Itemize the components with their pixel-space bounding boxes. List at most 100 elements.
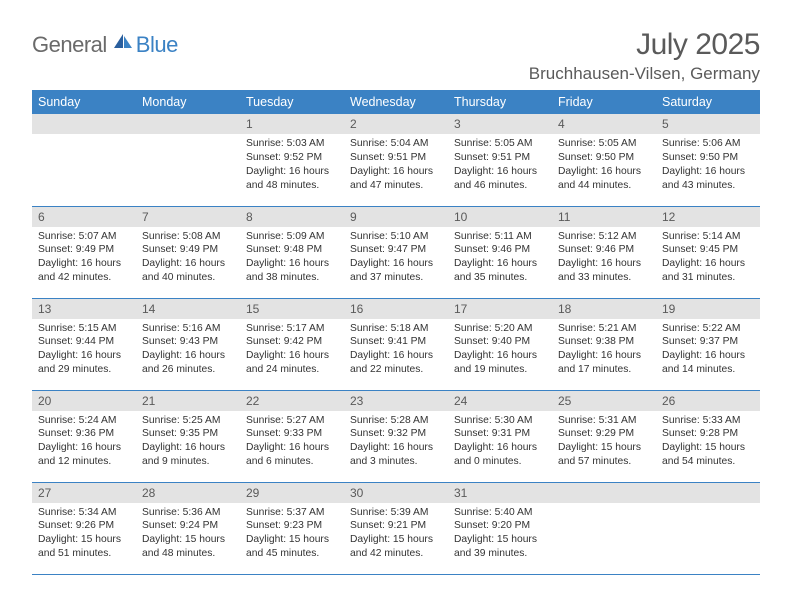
day-details: Sunrise: 5:15 AMSunset: 9:44 PMDaylight:…	[32, 319, 136, 382]
calendar-cell: 13Sunrise: 5:15 AMSunset: 9:44 PMDayligh…	[32, 298, 136, 390]
day-d2: and 3 minutes.	[350, 455, 442, 469]
day-ss: Sunset: 9:20 PM	[454, 519, 546, 533]
day-sr: Sunrise: 5:10 AM	[350, 230, 442, 244]
day-details: Sunrise: 5:30 AMSunset: 9:31 PMDaylight:…	[448, 411, 552, 474]
day-ss: Sunset: 9:42 PM	[246, 335, 338, 349]
calendar-cell: 17Sunrise: 5:20 AMSunset: 9:40 PMDayligh…	[448, 298, 552, 390]
calendar-cell: 28Sunrise: 5:36 AMSunset: 9:24 PMDayligh…	[136, 482, 240, 574]
day-sr: Sunrise: 5:36 AM	[142, 506, 234, 520]
day-ss: Sunset: 9:28 PM	[662, 427, 754, 441]
day-number: 9	[344, 207, 448, 227]
day-ss: Sunset: 9:46 PM	[454, 243, 546, 257]
day-number: 16	[344, 299, 448, 319]
day-details: Sunrise: 5:37 AMSunset: 9:23 PMDaylight:…	[240, 503, 344, 566]
day-ss: Sunset: 9:43 PM	[142, 335, 234, 349]
day-d1: Daylight: 15 hours	[558, 441, 650, 455]
day-d1: Daylight: 16 hours	[662, 349, 754, 363]
day-number: 7	[136, 207, 240, 227]
day-d1: Daylight: 16 hours	[454, 441, 546, 455]
day-details: Sunrise: 5:04 AMSunset: 9:51 PMDaylight:…	[344, 134, 448, 197]
day-d1: Daylight: 16 hours	[454, 349, 546, 363]
day-number: 2	[344, 114, 448, 134]
day-d2: and 48 minutes.	[246, 179, 338, 193]
day-d1: Daylight: 16 hours	[558, 349, 650, 363]
day-number: 14	[136, 299, 240, 319]
day-d2: and 35 minutes.	[454, 271, 546, 285]
day-sr: Sunrise: 5:20 AM	[454, 322, 546, 336]
calendar-cell: 15 Sunrise: 5:17 AMSunset: 9:42 PMDayligh…	[240, 298, 344, 390]
calendar-cell: 3Sunrise: 5:05 AMSunset: 9:51 PMDaylight…	[448, 114, 552, 206]
day-d1: Daylight: 15 hours	[454, 533, 546, 547]
day-details: Sunrise: 5:28 AMSunset: 9:32 PMDaylight:…	[344, 411, 448, 474]
day-sr: Sunrise: 5:12 AM	[558, 230, 650, 244]
day-d2: and 14 minutes.	[662, 363, 754, 377]
calendar-cell: 1Sunrise: 5:03 AMSunset: 9:52 PMDaylight…	[240, 114, 344, 206]
day-details: Sunrise: 5:21 AMSunset: 9:38 PMDaylight:…	[552, 319, 656, 382]
day-number: 18	[552, 299, 656, 319]
day-number: 11	[552, 207, 656, 227]
day-d1: Daylight: 16 hours	[662, 165, 754, 179]
day-ss: Sunset: 9:49 PM	[38, 243, 130, 257]
day-d2: and 19 minutes.	[454, 363, 546, 377]
day-d1: Daylight: 16 hours	[558, 165, 650, 179]
day-details: Sunrise: 5:34 AMSunset: 9:26 PMDaylight:…	[32, 503, 136, 566]
day-ss: Sunset: 9:48 PM	[246, 243, 338, 257]
calendar-cell: 29Sunrise: 5:37 AMSunset: 9:23 PMDayligh…	[240, 482, 344, 574]
weekday-header: Monday	[136, 91, 240, 115]
day-d2: and 43 minutes.	[662, 179, 754, 193]
day-number: 4	[552, 114, 656, 134]
day-ss: Sunset: 9:24 PM	[142, 519, 234, 533]
day-sr: Sunrise: 5:34 AM	[38, 506, 130, 520]
day-ss: Sunset: 9:31 PM	[454, 427, 546, 441]
logo-text-blue: Blue	[136, 32, 178, 58]
title-block: July 2025 Bruchhausen-Vilsen, Germany	[529, 28, 760, 84]
weekday-header: Saturday	[656, 91, 760, 115]
calendar-cell: 9Sunrise: 5:10 AMSunset: 9:47 PMDaylight…	[344, 206, 448, 298]
day-sr: Sunrise: 5:37 AM	[246, 506, 338, 520]
day-details: Sunrise: 5:20 AMSunset: 9:40 PMDaylight:…	[448, 319, 552, 382]
calendar-cell: 22Sunrise: 5:27 AMSunset: 9:33 PMDayligh…	[240, 390, 344, 482]
day-d1: Daylight: 16 hours	[246, 165, 338, 179]
day-d1: Daylight: 16 hours	[246, 349, 338, 363]
day-ss: Sunset: 9:46 PM	[558, 243, 650, 257]
day-sr: Sunrise: 5:39 AM	[350, 506, 442, 520]
day-ss: Sunset: 9:45 PM	[662, 243, 754, 257]
day-sr: Sunrise: 5:27 AM	[246, 414, 338, 428]
day-d1: Daylight: 16 hours	[142, 441, 234, 455]
day-number: 15	[240, 299, 344, 319]
day-number: 27	[32, 483, 136, 503]
sail-icon	[112, 32, 134, 55]
calendar-cell: 23Sunrise: 5:28 AMSunset: 9:32 PMDayligh…	[344, 390, 448, 482]
day-ss: Sunset: 9:32 PM	[350, 427, 442, 441]
day-details: Sunrise: 5:07 AMSunset: 9:49 PMDaylight:…	[32, 227, 136, 290]
day-d1: Daylight: 16 hours	[350, 441, 442, 455]
day-details: Sunrise: 5:16 AMSunset: 9:43 PMDaylight:…	[136, 319, 240, 382]
day-details: Sunrise: 5:05 AMSunset: 9:50 PMDaylight:…	[552, 134, 656, 197]
calendar-cell: 21Sunrise: 5:25 AMSunset: 9:35 PMDayligh…	[136, 390, 240, 482]
calendar-cell: 18Sunrise: 5:21 AMSunset: 9:38 PMDayligh…	[552, 298, 656, 390]
day-number: 6	[32, 207, 136, 227]
day-sr: Sunrise: 5:30 AM	[454, 414, 546, 428]
day-sr: Sunrise: 5:17 AM	[246, 322, 338, 336]
day-d2: and 38 minutes.	[246, 271, 338, 285]
calendar-table: SundayMondayTuesdayWednesdayThursdayFrid…	[32, 90, 760, 575]
day-sr: Sunrise: 5:08 AM	[142, 230, 234, 244]
day-d2: and 39 minutes.	[454, 547, 546, 561]
day-d2: and 0 minutes.	[454, 455, 546, 469]
day-number: 24	[448, 391, 552, 411]
day-number: 3	[448, 114, 552, 134]
header: General Blue July 2025 Bruchhausen-Vilse…	[32, 28, 760, 84]
day-d2: and 45 minutes.	[246, 547, 338, 561]
day-sr: Sunrise: 5:24 AM	[38, 414, 130, 428]
calendar-cell: 12Sunrise: 5:14 AMSunset: 9:45 PMDayligh…	[656, 206, 760, 298]
day-d1: Daylight: 16 hours	[246, 257, 338, 271]
calendar-cell: 19Sunrise: 5:22 AMSunset: 9:37 PMDayligh…	[656, 298, 760, 390]
calendar-cell: 14Sunrise: 5:16 AMSunset: 9:43 PMDayligh…	[136, 298, 240, 390]
day-sr: Sunrise: 5:11 AM	[454, 230, 546, 244]
weekday-header: Tuesday	[240, 91, 344, 115]
day-sr: Sunrise: 5:05 AM	[454, 137, 546, 151]
day-sr: Sunrise: 5:15 AM	[38, 322, 130, 336]
day-number: 25	[552, 391, 656, 411]
day-d1: Daylight: 16 hours	[142, 257, 234, 271]
day-details: Sunrise: 5:05 AMSunset: 9:51 PMDaylight:…	[448, 134, 552, 197]
